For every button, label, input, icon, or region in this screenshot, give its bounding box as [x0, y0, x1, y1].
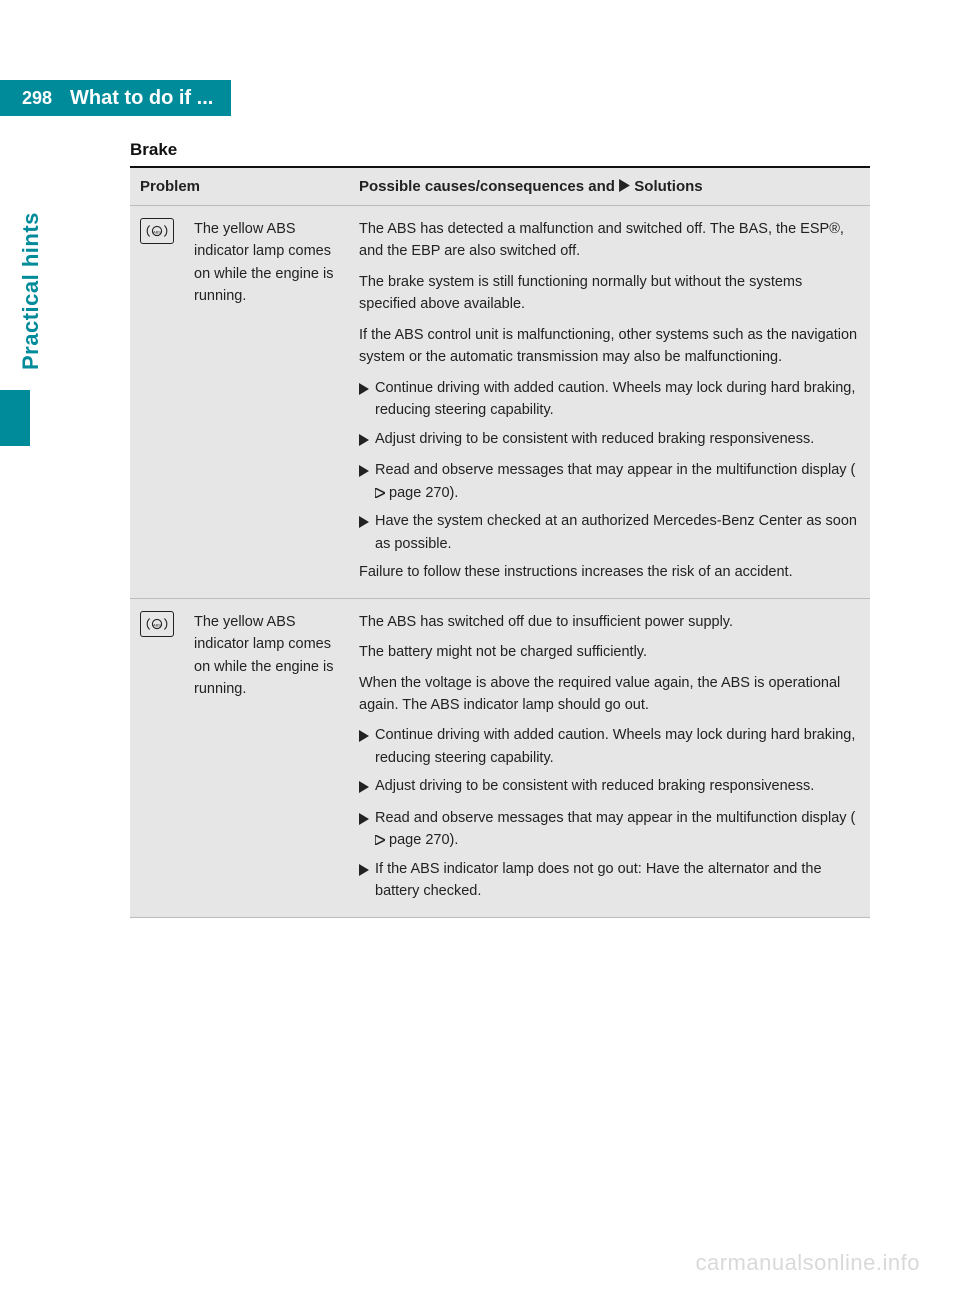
abs-indicator-icon: ABS [140, 218, 174, 244]
problem-cell: The yellow ABS indicator lamp comes on w… [184, 598, 349, 917]
arrow-icon [359, 380, 375, 402]
solution-bullet: Adjust driving to be consistent with red… [359, 775, 860, 800]
header-title: What to do if ... [60, 80, 231, 116]
arrow-icon [359, 513, 375, 535]
solution-bullet: If the ABS indicator lamp does not go ou… [359, 858, 860, 903]
solutions-header-suffix: Solutions [630, 178, 703, 195]
page-number: 298 [0, 80, 60, 116]
troubleshooting-table: Problem Possible causes/consequences and… [130, 168, 870, 918]
header-bar: 298 What to do if ... [0, 80, 231, 116]
solution-paragraph: If the ABS control unit is malfunctionin… [359, 324, 860, 369]
content-area: Brake Problem Possible causes/consequenc… [130, 140, 870, 918]
arrow-icon [359, 778, 375, 800]
page-ref-icon [375, 832, 385, 848]
bullet-text: Adjust driving to be consistent with red… [375, 428, 860, 450]
col-header-problem: Problem [130, 168, 349, 206]
solution-bullet: Read and observe messages that may appea… [359, 807, 860, 852]
arrow-icon [359, 861, 375, 883]
solution-bullet: Adjust driving to be consistent with red… [359, 428, 860, 453]
solution-paragraph: When the voltage is above the required v… [359, 672, 860, 717]
arrow-icon [619, 178, 630, 195]
watermark: carmanualsonline.info [695, 1250, 920, 1276]
side-section-label: Practical hints [18, 212, 44, 370]
bullet-text: Adjust driving to be consistent with red… [375, 775, 860, 797]
table-row: ABS The yellow ABS indicator lamp comes o… [130, 206, 870, 599]
bullet-text: If the ABS indicator lamp does not go ou… [375, 858, 860, 903]
solution-paragraph: The ABS has detected a malfunction and s… [359, 218, 860, 263]
solutions-header-prefix: Possible causes/consequences and [359, 178, 619, 195]
bullet-text: Read and observe messages that may appea… [375, 459, 860, 504]
solution-paragraph: Failure to follow these instructions inc… [359, 561, 860, 583]
solution-paragraph: The battery might not be charged suffici… [359, 641, 860, 663]
table-row: ABS The yellow ABS indicator lamp comes o… [130, 598, 870, 917]
solution-bullet: Continue driving with added caution. Whe… [359, 724, 860, 769]
page: 298 What to do if ... Practical hints Br… [0, 0, 960, 1302]
arrow-icon [359, 431, 375, 453]
arrow-icon [359, 810, 375, 832]
arrow-icon [359, 462, 375, 484]
bullet-text: Continue driving with added caution. Whe… [375, 377, 860, 422]
solution-cell: The ABS has switched off due to insuffic… [349, 598, 870, 917]
bullet-text: Have the system checked at an authorized… [375, 510, 860, 555]
indicator-icon-cell: ABS [130, 206, 184, 599]
side-tab [0, 390, 30, 446]
abs-indicator-icon: ABS [140, 611, 174, 637]
page-ref-icon [375, 485, 385, 501]
section-title: Brake [130, 140, 870, 160]
svg-text:ABS: ABS [153, 623, 161, 627]
bullet-text: Read and observe messages that may appea… [375, 807, 860, 852]
indicator-icon-cell: ABS [130, 598, 184, 917]
solution-bullet: Read and observe messages that may appea… [359, 459, 860, 504]
arrow-icon [359, 727, 375, 749]
svg-text:ABS: ABS [153, 230, 161, 234]
solution-bullet: Have the system checked at an authorized… [359, 510, 860, 555]
col-header-solutions: Possible causes/consequences and Solutio… [349, 168, 870, 206]
problem-cell: The yellow ABS indicator lamp comes on w… [184, 206, 349, 599]
solution-bullet: Continue driving with added caution. Whe… [359, 377, 860, 422]
solution-cell: The ABS has detected a malfunction and s… [349, 206, 870, 599]
solution-paragraph: The brake system is still functioning no… [359, 271, 860, 316]
solution-paragraph: The ABS has switched off due to insuffic… [359, 611, 860, 633]
bullet-text: Continue driving with added caution. Whe… [375, 724, 860, 769]
